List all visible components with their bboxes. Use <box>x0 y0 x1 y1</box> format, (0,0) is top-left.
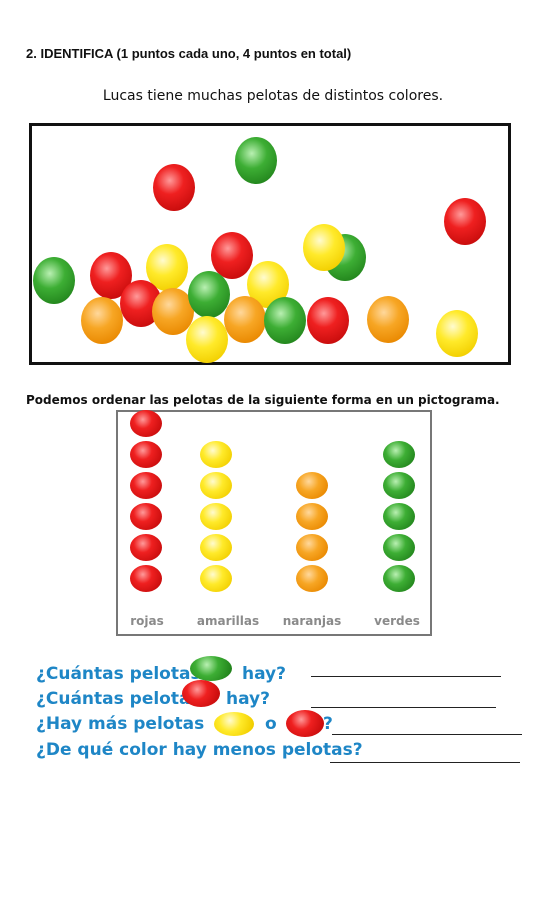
pictogram-intro: Podemos ordenar las pelotas de la siguie… <box>26 393 500 407</box>
category-label-rojas: rojas <box>130 614 164 628</box>
orange-ball <box>81 297 123 344</box>
pictogram-ball-verdes <box>383 534 415 561</box>
exercise-heading: 2. IDENTIFICA (1 puntos cada uno, 4 punt… <box>26 46 352 61</box>
pictogram-ball-rojas <box>130 534 162 561</box>
answer-line-3[interactable] <box>332 734 522 735</box>
pictogram-ball-rojas <box>130 441 162 468</box>
pictogram: rojas amarillas naranjas verdes <box>116 410 432 636</box>
green-ball <box>264 297 306 344</box>
answer-line-2[interactable] <box>311 707 496 708</box>
pictogram-ball-amarillas <box>200 441 232 468</box>
category-label-naranjas: naranjas <box>282 614 342 628</box>
pictogram-ball-naranjas <box>296 503 328 530</box>
orange-ball <box>367 296 409 343</box>
ball-collection-box <box>29 123 511 365</box>
yellow-ball <box>303 224 345 271</box>
answer-line-4[interactable] <box>330 762 520 763</box>
pictogram-ball-naranjas <box>296 534 328 561</box>
green-ball <box>188 271 230 318</box>
pictogram-ball-amarillas <box>200 534 232 561</box>
category-label-amarillas: amarillas <box>196 614 260 628</box>
orange-ball <box>224 296 266 343</box>
pictogram-ball-verdes <box>383 503 415 530</box>
pictogram-ball-verdes <box>383 472 415 499</box>
exercise-intro: Lucas tiene muchas pelotas de distintos … <box>102 88 444 104</box>
pictogram-ball-naranjas <box>296 565 328 592</box>
red-ball-icon <box>286 710 324 737</box>
question-2-part-b: hay? <box>226 689 270 709</box>
pictogram-ball-amarillas <box>200 565 232 592</box>
question-4: ¿De qué color hay menos pelotas? <box>36 740 363 760</box>
green-ball <box>235 137 277 184</box>
pictogram-ball-verdes <box>383 441 415 468</box>
question-3-connector: o <box>265 714 277 734</box>
answer-line-1[interactable] <box>311 676 501 677</box>
yellow-ball <box>146 244 188 291</box>
red-ball <box>211 232 253 279</box>
green-ball <box>33 257 75 304</box>
question-1-part-b: hay? <box>242 664 286 684</box>
red-ball <box>153 164 195 211</box>
pictogram-ball-amarillas <box>200 503 232 530</box>
pictogram-ball-rojas <box>130 565 162 592</box>
pictogram-ball-amarillas <box>200 472 232 499</box>
yellow-ball <box>436 310 478 357</box>
question-2-part-a: ¿Cuántas pelotas <box>36 689 201 709</box>
pictogram-ball-rojas <box>130 410 162 437</box>
pictogram-ball-rojas <box>130 503 162 530</box>
pictogram-ball-rojas <box>130 472 162 499</box>
red-ball <box>307 297 349 344</box>
yellow-ball-icon <box>214 712 254 736</box>
pictogram-ball-verdes <box>383 565 415 592</box>
question-3-part-a: ¿Hay más pelotas <box>36 714 205 734</box>
category-label-verdes: verdes <box>374 614 420 628</box>
orange-ball <box>152 288 194 335</box>
question-1-part-a: ¿Cuántas pelotas <box>36 664 201 684</box>
red-ball-icon <box>182 680 220 707</box>
red-ball <box>444 198 486 245</box>
green-ball-icon <box>190 656 232 681</box>
yellow-ball <box>186 316 228 363</box>
pictogram-ball-naranjas <box>296 472 328 499</box>
question-3-end: ? <box>323 714 333 734</box>
